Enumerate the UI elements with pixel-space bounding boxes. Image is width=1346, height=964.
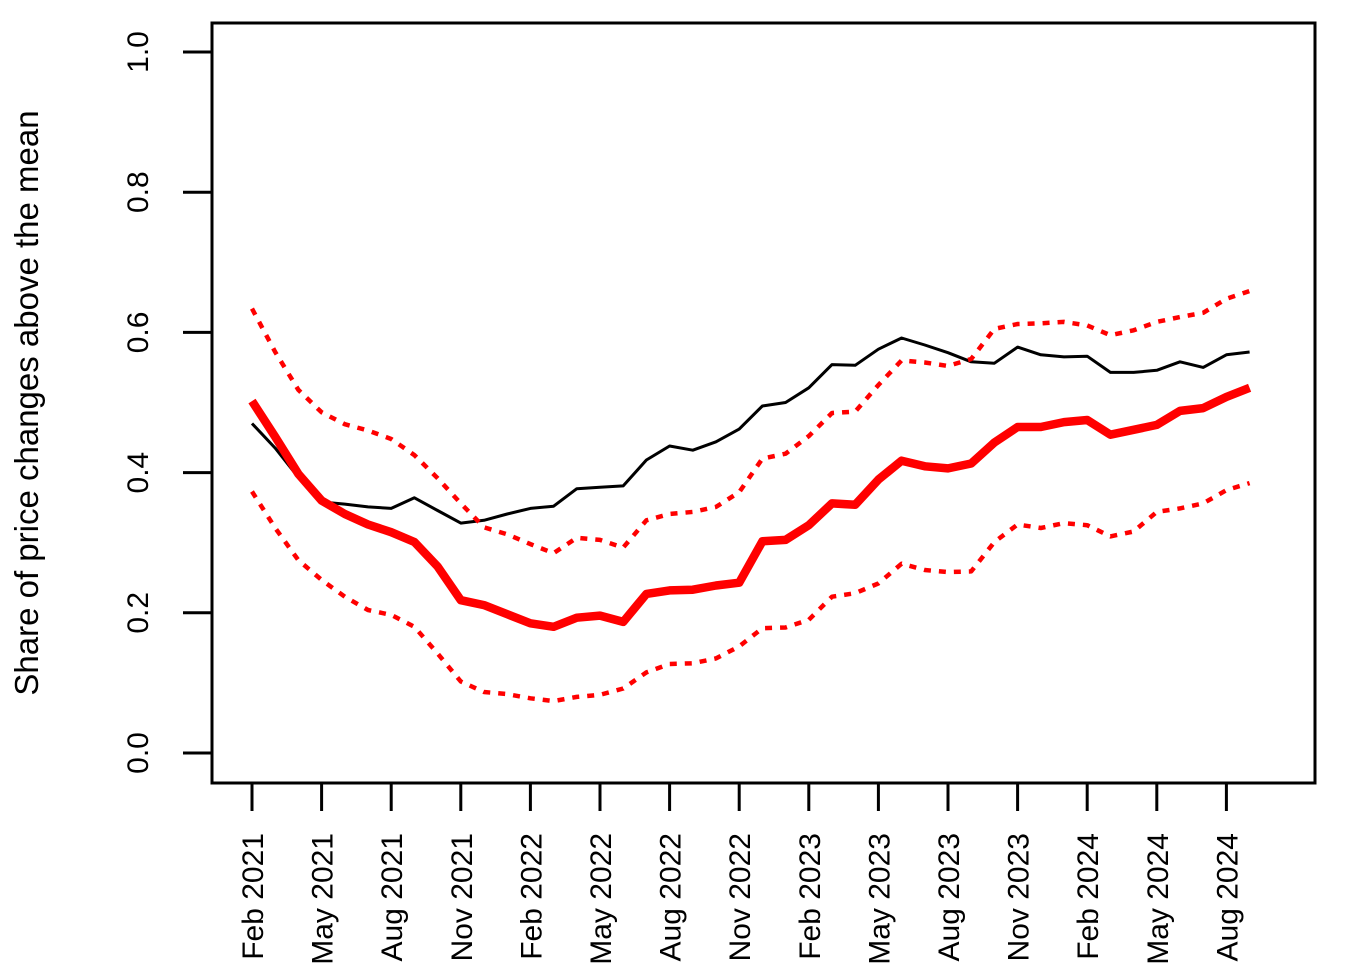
- x-tick-label: May 2023: [863, 833, 896, 964]
- x-tick-label: May 2024: [1142, 833, 1175, 964]
- y-tick-label: 0.4: [122, 452, 155, 494]
- lower-dotted-red-band-series: [250, 480, 1251, 704]
- y-tick-label: 0.0: [122, 732, 155, 774]
- upper-dotted-red-band-series: [250, 288, 1251, 556]
- x-tick-label: Aug 2021: [376, 833, 409, 961]
- x-tick-label: Aug 2023: [933, 833, 966, 961]
- x-tick-label: Feb 2024: [1072, 833, 1105, 960]
- x-tick-label: Aug 2022: [655, 833, 688, 961]
- x-tick-label: Nov 2021: [446, 833, 479, 961]
- y-axis-title: Share of price changes above the mean: [8, 110, 45, 695]
- plot-box: [210, 21, 1317, 785]
- x-tick-label: Feb 2023: [794, 833, 827, 960]
- x-tick-label: Feb 2021: [237, 833, 270, 960]
- x-tick-label: May 2022: [585, 833, 618, 964]
- y-tick-label: 1.0: [122, 31, 155, 73]
- x-tick-label: Aug 2024: [1211, 833, 1244, 961]
- y-tick-label: 0.6: [122, 312, 155, 354]
- x-tick-label: Nov 2022: [724, 833, 757, 961]
- y-tick-label: 0.8: [122, 171, 155, 213]
- x-tick-label: May 2021: [307, 833, 340, 964]
- x-tick-label: Feb 2022: [515, 833, 548, 960]
- red-thick-line-series: [248, 383, 1252, 632]
- y-tick-label: 0.2: [122, 592, 155, 634]
- x-tick-label: Nov 2023: [1003, 833, 1036, 961]
- black-solid-line-series: [250, 336, 1250, 525]
